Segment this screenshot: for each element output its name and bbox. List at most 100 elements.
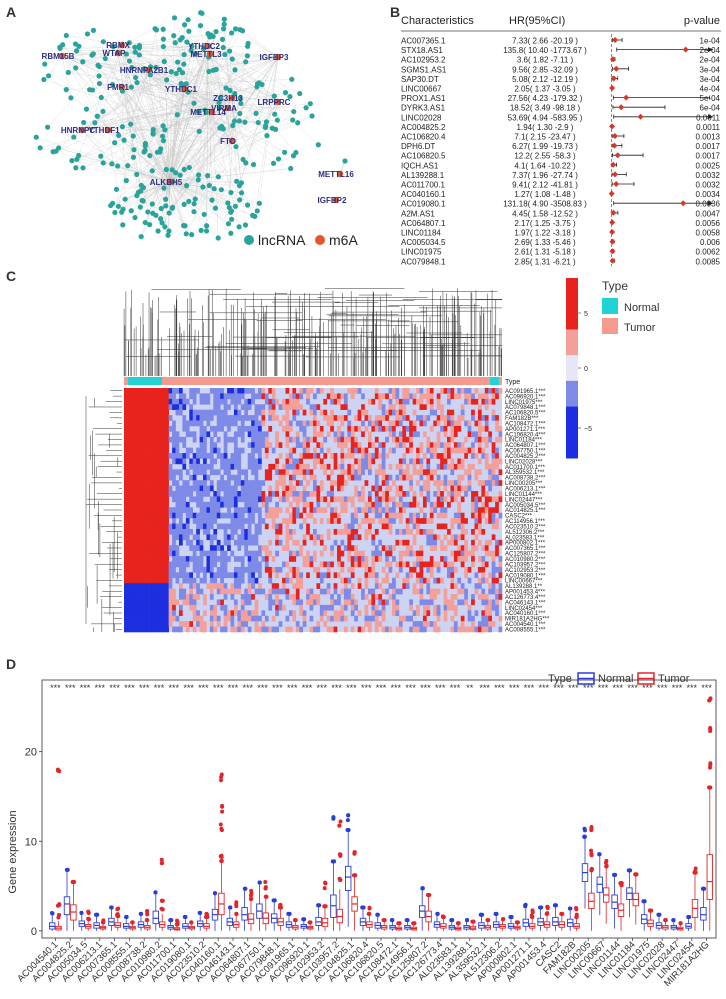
lncrna-node — [238, 100, 244, 107]
heatmap-cell — [227, 556, 231, 562]
heatmap-cell — [385, 453, 389, 459]
heatmap-cell — [419, 556, 424, 562]
lncrna-node — [237, 95, 243, 101]
heatmap-cell — [288, 566, 293, 573]
heatmap-cell — [172, 469, 176, 476]
heatmap-cell — [199, 518, 204, 524]
heatmap-cell — [464, 436, 468, 443]
forest-hr-point — [610, 209, 617, 216]
heatmap-cell — [141, 393, 145, 400]
heatmap-cell — [141, 577, 145, 584]
heatmap-cell — [419, 398, 424, 405]
heatmap-cell — [182, 528, 187, 535]
heatmap-cell — [223, 491, 228, 497]
heatmap-cell — [364, 534, 369, 541]
network-edge — [169, 181, 240, 227]
heatmap-cell — [491, 442, 496, 448]
heatmap-cell — [158, 425, 163, 432]
heatmap-cell — [374, 528, 379, 535]
heatmap-cell — [457, 388, 462, 394]
heatmap-cell — [385, 496, 389, 503]
heatmap-cell — [216, 496, 221, 503]
heatmap-cell — [161, 458, 166, 465]
heatmap-cell — [416, 604, 420, 611]
heatmap-cell — [124, 458, 128, 465]
network-edge — [169, 176, 219, 183]
heatmap-cell — [337, 556, 341, 562]
heatmap-cell — [340, 566, 345, 573]
heatmap-cell — [151, 588, 156, 595]
heatmap-cell — [402, 398, 407, 405]
heatmap-cell — [233, 577, 238, 584]
heatmap-cell — [206, 512, 211, 519]
heatmap-cell — [299, 388, 303, 394]
heatmap-cell — [185, 621, 190, 627]
heatmap-cell — [206, 528, 211, 535]
heatmap-cell — [398, 431, 403, 438]
heatmap-cell — [374, 480, 379, 486]
heatmap-cell — [141, 463, 145, 470]
heatmap-cell — [299, 610, 303, 617]
heatmap-cell — [295, 496, 300, 503]
heatmap-cell — [481, 480, 486, 486]
heatmap-cell — [477, 436, 482, 443]
heatmap-cell — [436, 393, 441, 400]
heatmap-cell — [464, 528, 468, 535]
heatmap-cell — [326, 604, 331, 611]
heatmap-cell — [130, 431, 135, 438]
boxplot-ylabel: Gene expression — [7, 810, 19, 893]
heatmap-cell — [495, 447, 499, 454]
lncrna-node — [232, 203, 239, 209]
lncrna-node — [149, 168, 155, 174]
heatmap-cell — [127, 566, 132, 573]
lncrna-node — [181, 51, 187, 58]
heatmap-cell — [154, 621, 159, 627]
heatmap-cell — [488, 626, 492, 633]
heatmap-cell — [388, 550, 393, 557]
heatmap-cell — [220, 566, 224, 573]
heatmap-cell — [498, 615, 503, 622]
heatmap-cell — [144, 556, 149, 562]
boxplot-frame — [41, 679, 717, 939]
heatmap-cell — [477, 556, 482, 562]
heatmap-cell — [172, 393, 176, 400]
heatmap-cell — [158, 566, 163, 573]
heatmap-cell — [295, 491, 300, 497]
heatmap-cell — [134, 561, 139, 568]
heatmap-cell — [405, 539, 410, 546]
heatmap-cell — [185, 594, 190, 600]
heatmap-cell — [144, 566, 149, 573]
heatmap-cell — [440, 415, 444, 421]
heatmap-cell — [436, 442, 441, 448]
heatmap-cell — [258, 436, 262, 443]
heatmap-cell — [288, 550, 293, 557]
lncrna-node — [244, 202, 251, 208]
heatmap-cell — [313, 436, 317, 443]
heatmap-cell — [154, 539, 159, 546]
heatmap-cell — [148, 388, 152, 394]
heatmap-cell — [199, 512, 204, 519]
heatmap-cell — [189, 545, 194, 551]
heatmap-cell — [412, 431, 417, 438]
heatmap-cell — [450, 539, 455, 546]
network-edge — [112, 97, 233, 204]
heatmap-cell — [148, 512, 152, 519]
heatmap-cell — [471, 393, 475, 400]
heatmap-cell — [154, 436, 159, 443]
heatmap-cell — [271, 447, 276, 454]
heatmap-cell — [340, 507, 345, 514]
heatmap-cell — [151, 604, 156, 611]
heatmap-cell — [172, 398, 176, 405]
heatmap-cell — [124, 615, 128, 622]
lncrna-node — [100, 160, 106, 166]
heatmap-cell — [134, 480, 139, 486]
heatmap-cell — [209, 615, 214, 622]
heatmap-cell — [161, 388, 166, 394]
heatmap-cell — [495, 594, 499, 600]
heatmap-cell — [148, 610, 152, 617]
heatmap-cell — [306, 453, 310, 459]
heatmap-cell — [422, 420, 427, 427]
heatmap-cell — [254, 621, 259, 627]
heatmap-cell — [471, 442, 475, 448]
heatmap-cell — [464, 550, 468, 557]
